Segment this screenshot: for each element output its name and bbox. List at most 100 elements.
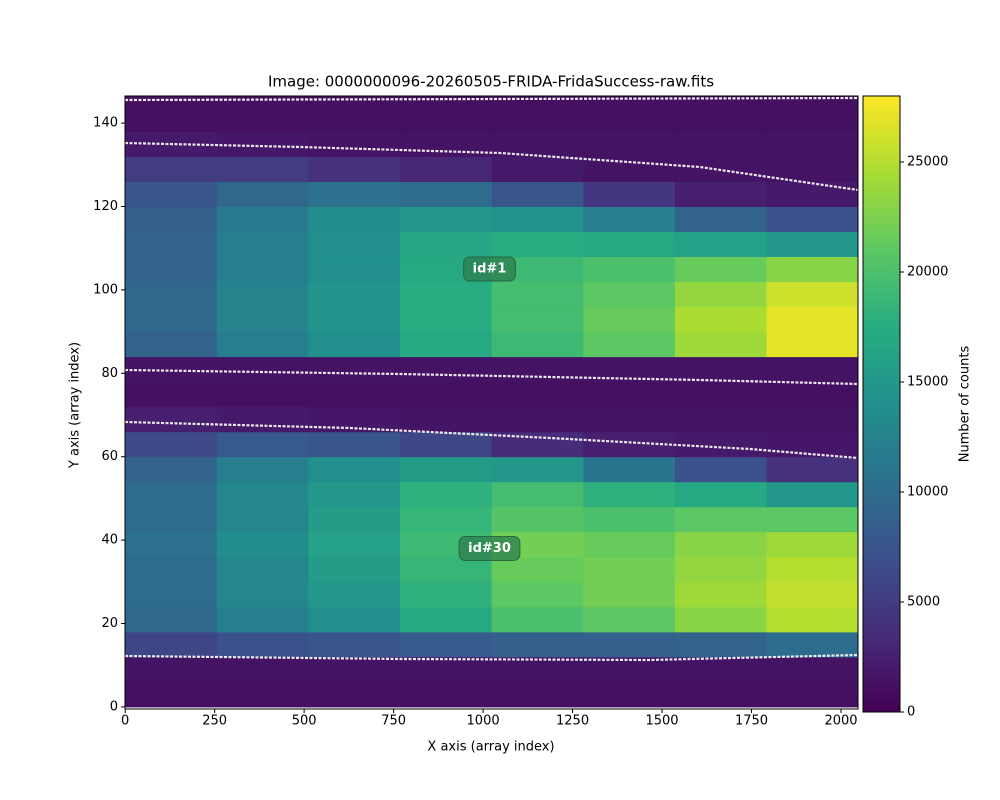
heatmap-cell: [583, 556, 676, 583]
heatmap-cell: [308, 431, 401, 458]
heatmap-cell: [674, 256, 768, 283]
trace-overlay: [125, 96, 858, 662]
heatmap-cell: [125, 606, 218, 633]
annotation-text: id#1: [473, 262, 507, 277]
heatmap-cell: [491, 456, 584, 483]
colorbar-tick-label: 20000: [907, 265, 948, 280]
heatmap-cell: [674, 456, 768, 483]
heatmap-cell: [491, 106, 584, 132]
heatmap-cell: [583, 281, 676, 308]
heatmap-cell: [583, 306, 676, 333]
heatmap-cell: [766, 406, 858, 433]
heatmap-cell: [766, 96, 858, 107]
y-tick-label: 60: [101, 449, 118, 464]
heatmap-cell: [583, 531, 676, 558]
heatmap-cell: [674, 206, 768, 233]
x-tick-label: 1750: [735, 714, 768, 729]
heatmap-cell: [400, 206, 493, 233]
heatmap-cell: [125, 406, 218, 433]
heatmap-cell: [766, 356, 858, 383]
heatmap-cell: [583, 381, 676, 408]
y-tick-label: 40: [101, 533, 118, 548]
heatmap-cell: [125, 481, 218, 508]
x-tick-label: 0: [121, 714, 129, 729]
y-axis-label: Y axis (array index): [68, 342, 83, 469]
heatmap-cell: [308, 231, 401, 258]
heatmap-cell: [125, 106, 218, 132]
heatmap-cell: [766, 456, 858, 483]
heatmap-cell: [400, 681, 493, 708]
heatmap-cell: [766, 281, 858, 308]
heatmap-cell: [766, 506, 858, 533]
heatmap-cell: [583, 681, 676, 708]
heatmap-cell: [491, 481, 584, 508]
heatmap-cell: [125, 631, 218, 658]
colorbar-tick-label: 10000: [907, 485, 948, 500]
image: [125, 96, 858, 708]
heatmap-cell: [400, 656, 493, 683]
heatmap-cell: [216, 481, 309, 508]
heatmap-cell: [400, 281, 493, 308]
heatmap-cell: [491, 556, 584, 583]
trace-line: [125, 368, 858, 386]
heatmap-cell: [216, 656, 309, 683]
heatmap-cell: [216, 231, 309, 258]
heatmap-cell: [216, 556, 309, 583]
x-tick-label: 500: [292, 714, 317, 729]
heatmap-cell: [583, 606, 676, 633]
heatmap-cell: [125, 656, 218, 683]
heatmap-cell: [125, 431, 218, 458]
heatmap-cell: [125, 581, 218, 608]
heatmap-cell: [674, 231, 768, 258]
heatmap-cell: [583, 106, 676, 132]
heatmap-cell: [674, 131, 768, 157]
heatmap-cell: [400, 406, 493, 433]
heatmap-cell: [308, 606, 401, 633]
heatmap-cell: [400, 556, 493, 583]
trace-line: [125, 96, 858, 102]
heatmap-cell: [308, 96, 401, 107]
heatmap-cell: [674, 306, 768, 333]
heatmap-cell: [308, 281, 401, 308]
heatmap-cell: [766, 531, 858, 558]
heatmap-cell: [125, 181, 218, 208]
heatmap-cell: [400, 306, 493, 333]
y-tick-label: 20: [101, 616, 118, 631]
heatmap-cell: [125, 281, 218, 308]
heatmap-cell: [674, 681, 768, 708]
heatmap-cell: [674, 431, 768, 458]
heatmap-cell: [583, 656, 676, 683]
heatmap-cell: [766, 631, 858, 658]
heatmap-cell: [216, 581, 309, 608]
heatmap-cell: [583, 456, 676, 483]
heatmap-cell: [216, 506, 309, 533]
heatmap-cell: [125, 156, 218, 182]
heatmap-cell: [491, 681, 584, 708]
heatmap-cell: [216, 606, 309, 633]
colorbar-label: Number of counts: [958, 346, 973, 463]
colorbar: [862, 95, 901, 713]
heatmap-cell: [125, 556, 218, 583]
heatmap-cell: [491, 306, 584, 333]
heatmap-cell: [400, 606, 493, 633]
heatmap-cell: [125, 506, 218, 533]
heatmap-cell: [491, 631, 584, 658]
heatmap-cell: [766, 681, 858, 708]
heatmap-cell: [308, 356, 401, 383]
heatmap-cell: [674, 331, 768, 358]
colorbar-tick-label: 15000: [907, 375, 948, 390]
heatmap-cell: [125, 456, 218, 483]
heatmap-cell: [125, 681, 218, 708]
heatmap-cell: [674, 481, 768, 508]
heatmap-cell: [674, 556, 768, 583]
heatmap-cell: [308, 156, 401, 182]
heatmap-cell: [491, 581, 584, 608]
x-axis-label: X axis (array index): [427, 740, 554, 755]
annotation-box: [463, 256, 516, 282]
heatmap-cell: [125, 206, 218, 233]
heatmap-cell: [491, 206, 584, 233]
y-tick-label: 80: [101, 366, 118, 381]
heatmap-cell: [766, 481, 858, 508]
heatmap-cell: [125, 381, 218, 408]
heatmap-cell: [308, 131, 401, 157]
